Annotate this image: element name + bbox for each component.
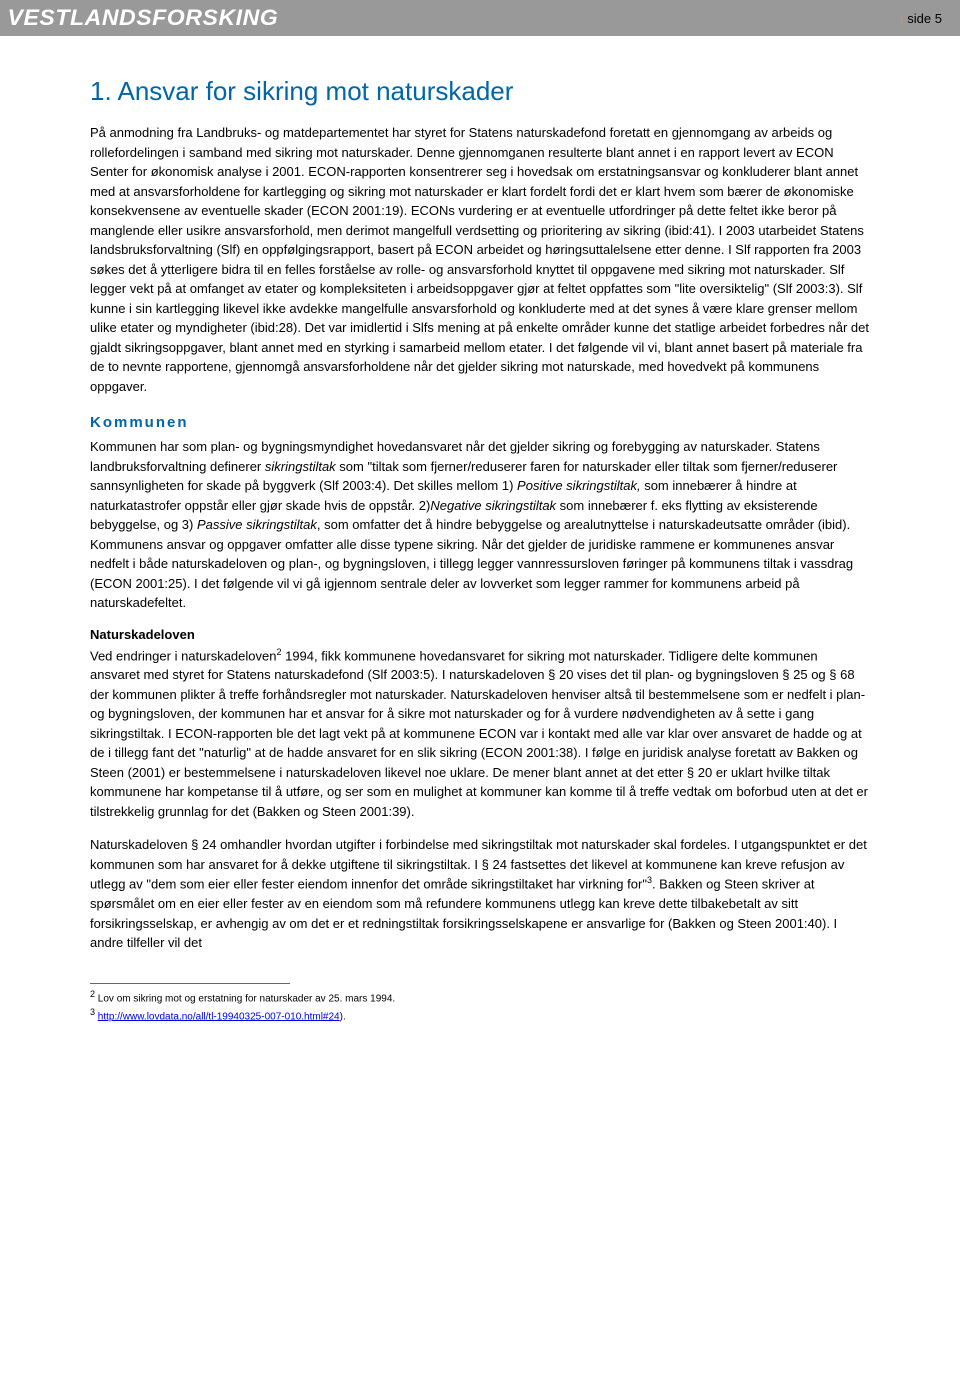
kommunen-paragraph: Kommunen har som plan- og bygningsmyndig… (90, 437, 870, 613)
text-run: Ved endringer i naturskadeloven (90, 648, 276, 663)
pipe-icon: | (900, 11, 903, 26)
footnote-2: 2 Lov om sikring mot og erstatning for n… (90, 988, 870, 1006)
main-heading: 1. Ansvar for sikring mot naturskader (90, 76, 870, 107)
document-page: VESTLANDSFORSKING | side 5 1. Ansvar for … (0, 0, 960, 1376)
italic-term: Negative sikringstiltak (430, 498, 556, 513)
footnote-text: ). (340, 1011, 346, 1022)
naturskadeloven-paragraph-2: Naturskadeloven § 24 omhandler hvordan u… (90, 835, 870, 952)
italic-term: Positive sikringstiltak, (517, 478, 641, 493)
footnote-text: Lov om sikring mot og erstatning for nat… (95, 993, 395, 1004)
italic-term: Passive sikringstiltak (197, 517, 317, 532)
text-run: 1994, fikk kommunene hovedansvaret for s… (90, 648, 868, 819)
intro-paragraph: På anmodning fra Landbruks- og matdepart… (90, 123, 870, 396)
footnote-link[interactable]: http://www.lovdata.no/all/tl-19940325-00… (98, 1011, 340, 1022)
naturskadeloven-paragraph-1: Ved endringer i naturskadeloven2 1994, f… (90, 646, 870, 822)
page-header: VESTLANDSFORSKING | side 5 (0, 0, 960, 36)
footnote-3: 3 http://www.lovdata.no/all/tl-19940325-… (90, 1006, 870, 1024)
page-number-text: side 5 (907, 11, 942, 26)
section-heading-kommunen: Kommunen (90, 414, 870, 431)
logo: VESTLANDSFORSKING (8, 5, 279, 31)
italic-term: sikringstiltak (265, 459, 336, 474)
page-content: 1. Ansvar for sikring mot naturskader På… (0, 36, 960, 1064)
page-number: | side 5 (900, 11, 942, 26)
section-heading-naturskadeloven: Naturskadeloven (90, 627, 870, 642)
